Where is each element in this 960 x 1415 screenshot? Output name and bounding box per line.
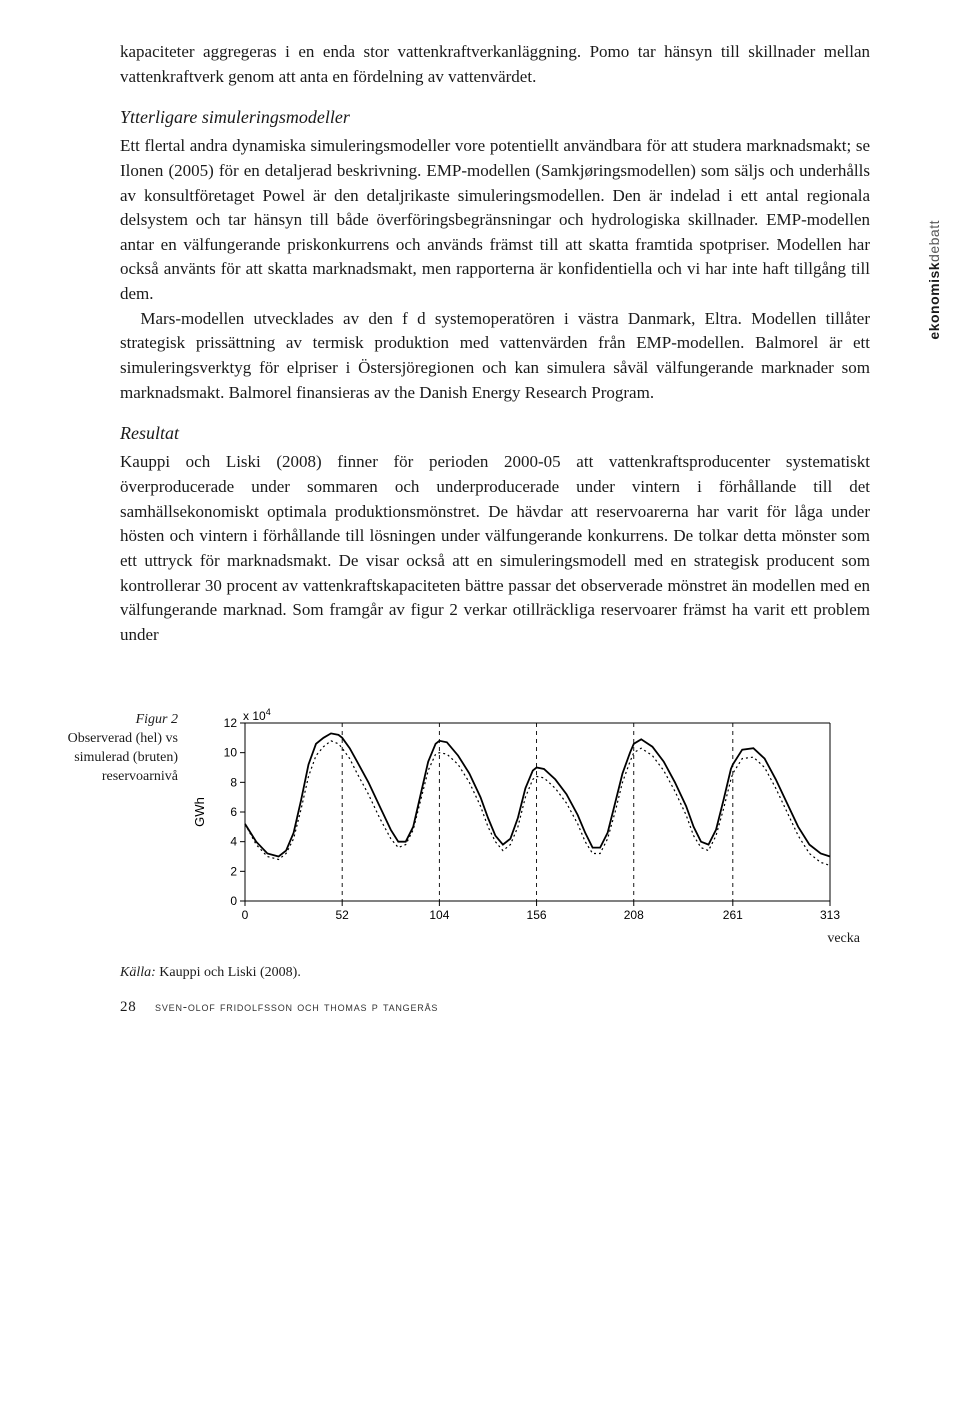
side-label-bold: ekonomisk	[926, 262, 942, 340]
svg-text:0: 0	[230, 894, 237, 908]
svg-text:104: 104	[429, 908, 449, 922]
article-body: kapaciteter aggregeras i en enda stor va…	[120, 40, 870, 647]
svg-text:52: 52	[336, 908, 350, 922]
source-label: Källa:	[120, 965, 156, 980]
figure-caption: Figur 2 Observerad (hel) vs simulerad (b…	[20, 707, 190, 787]
journal-side-label: ekonomiskdebatt	[926, 220, 942, 340]
paragraph: Mars-modellen utvecklades av den f d sys…	[120, 307, 870, 406]
svg-text:313: 313	[820, 908, 840, 922]
paragraph: Kauppi och Liski (2008) finner för perio…	[120, 450, 870, 647]
section-heading: Resultat	[120, 423, 870, 444]
paragraph: kapaciteter aggregeras i en enda stor va…	[120, 40, 870, 89]
page-footer: 28 sven-olof fridolfsson och thomas p ta…	[120, 999, 960, 1016]
svg-text:4: 4	[230, 835, 237, 849]
svg-text:208: 208	[624, 908, 644, 922]
svg-text:0: 0	[242, 908, 249, 922]
figure-caption-text: Observerad (hel) vs simulerad (bruten) r…	[68, 731, 178, 784]
svg-text:2: 2	[230, 865, 237, 879]
paragraph: Ett flertal andra dynamiska simuleringsm…	[120, 134, 870, 306]
figure-source: Källa: Kauppi och Liski (2008).	[120, 965, 960, 981]
svg-text:8: 8	[230, 776, 237, 790]
side-label-light: debatt	[926, 220, 942, 262]
svg-text:6: 6	[230, 805, 237, 819]
svg-text:156: 156	[527, 908, 547, 922]
page-number: 28	[120, 999, 137, 1015]
svg-text:GWh: GWh	[192, 798, 207, 828]
svg-text:12: 12	[224, 716, 238, 730]
footer-authors: sven-olof fridolfsson och thomas p tange…	[155, 999, 438, 1014]
svg-text:10: 10	[224, 746, 238, 760]
figure-label: Figur 2	[136, 712, 178, 727]
source-text: Kauppi och Liski (2008).	[156, 965, 301, 980]
reservoir-line-chart: 024681012052104156208261313x 104GWh	[190, 707, 840, 927]
svg-text:261: 261	[723, 908, 743, 922]
section-heading: Ytterligare simuleringsmodeller	[120, 107, 870, 128]
figure-2: Figur 2 Observerad (hel) vs simulerad (b…	[0, 707, 960, 947]
chart-x-axis-label: vecka	[190, 931, 920, 947]
